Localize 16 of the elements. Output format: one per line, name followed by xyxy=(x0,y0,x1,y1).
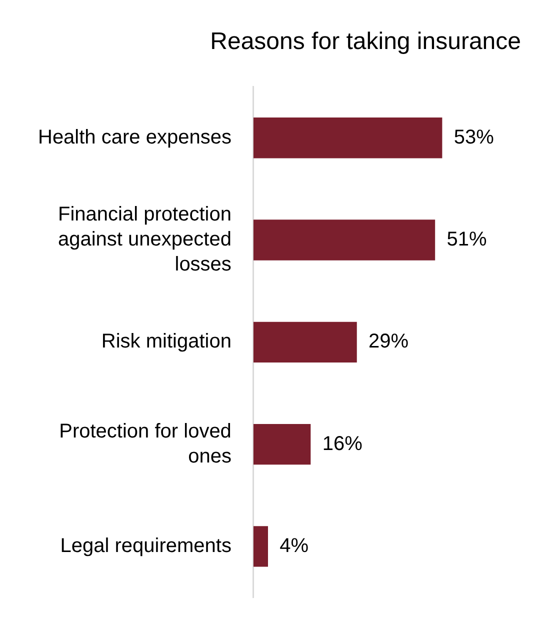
bar xyxy=(253,322,357,362)
data-label: 51% xyxy=(446,228,487,251)
y-tick-label: Financial protection against unexpected losses xyxy=(58,204,232,276)
y-tick-label: Health care expenses xyxy=(38,126,232,148)
data-label: 53% xyxy=(454,126,494,148)
bar xyxy=(253,526,268,567)
bar xyxy=(253,424,311,465)
data-label: 16% xyxy=(322,432,363,455)
y-tick-label: Legal requirements xyxy=(60,534,232,557)
bar xyxy=(253,220,436,260)
data-label: 4% xyxy=(280,534,309,557)
data-label: 29% xyxy=(368,330,409,353)
y-tick-label: Protection for loved ones xyxy=(59,420,232,468)
y-tick-label: Risk mitigation xyxy=(101,330,232,353)
bar xyxy=(253,118,442,158)
chart-title: Reasons for taking insurance xyxy=(210,28,521,56)
